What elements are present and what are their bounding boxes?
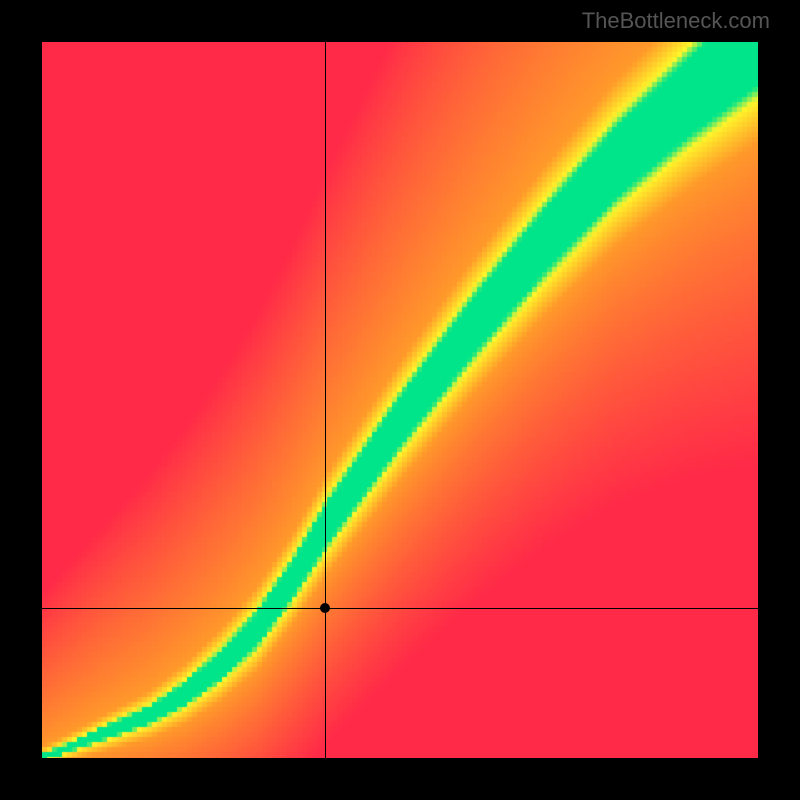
heatmap-canvas bbox=[42, 42, 758, 758]
crosshair-horizontal bbox=[42, 608, 758, 609]
crosshair-vertical bbox=[325, 42, 326, 758]
watermark: TheBottleneck.com bbox=[582, 8, 770, 34]
crosshair-marker bbox=[320, 603, 330, 613]
heatmap-chart bbox=[42, 42, 758, 758]
